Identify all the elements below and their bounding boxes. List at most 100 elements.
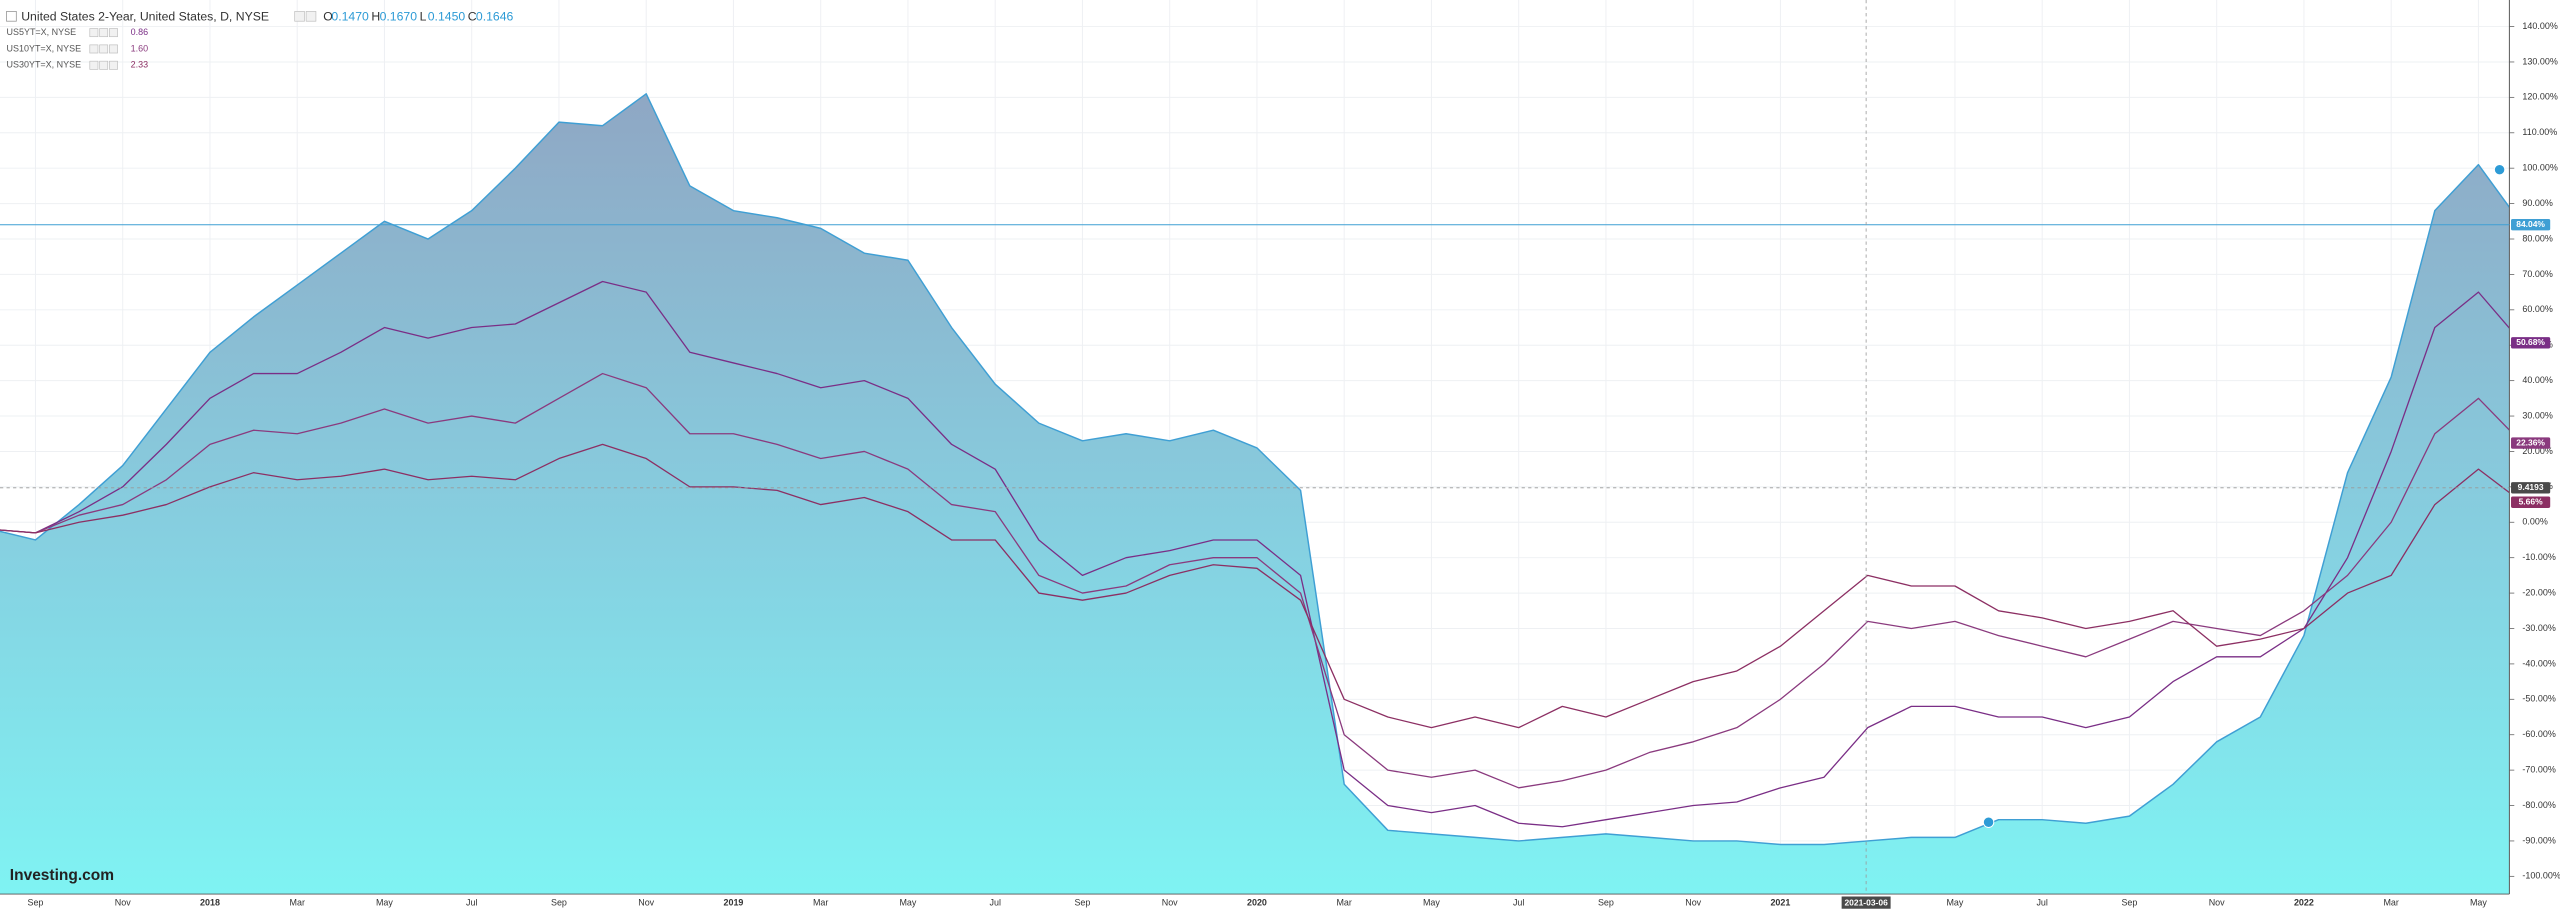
plot-area bbox=[0, 93, 2510, 895]
ohlc-key: H bbox=[371, 9, 380, 23]
y-tick-label: -100.00% bbox=[2522, 871, 2560, 881]
header-icon bbox=[305, 11, 317, 22]
legend-icon bbox=[109, 28, 118, 38]
event-marker bbox=[1982, 816, 1995, 828]
series-line bbox=[0, 280, 2510, 828]
last-value-badge bbox=[2511, 496, 2551, 508]
y-tick-label: 80.00% bbox=[2522, 233, 2552, 243]
y-tick-label: 140.00% bbox=[2522, 21, 2557, 31]
axes: 140.00% 130.00% 120.00% 110.00% 100.00% 90.00… bbox=[27, 21, 2560, 907]
legend-value: 2.33 bbox=[131, 60, 148, 70]
x-tick-label: 2019 bbox=[723, 897, 743, 907]
x-tick-label: Nov bbox=[115, 897, 131, 907]
legend-label: US5YT=X, NYSE bbox=[7, 27, 77, 37]
series-line bbox=[0, 443, 2510, 729]
y-tick-label: 130.00% bbox=[2522, 56, 2557, 66]
main-title: United States 2-Year, United States, D, … bbox=[21, 9, 269, 23]
x-tick-label: Nov bbox=[2209, 897, 2225, 907]
last-value-badge bbox=[2511, 337, 2551, 349]
x-tick-label: Mar bbox=[1336, 897, 1351, 907]
y-tick-label: 40.00% bbox=[2522, 375, 2552, 385]
last-value-label: 84.04% bbox=[2516, 219, 2545, 229]
x-tick-label: Sep bbox=[27, 897, 43, 907]
y-tick-label: 100.00% bbox=[2522, 163, 2557, 173]
legend-icon bbox=[89, 60, 99, 70]
x-tick-label: Nov bbox=[1685, 897, 1701, 907]
legend-label: US30YT=X, NYSE bbox=[7, 60, 82, 70]
series-line bbox=[0, 93, 2510, 846]
area bbox=[0, 93, 2510, 895]
collapse-icon[interactable] bbox=[6, 11, 17, 22]
legend-icon bbox=[99, 60, 109, 70]
crosshair-date: 2021-03-06 bbox=[1844, 897, 1888, 907]
y-tick-label: -10.00% bbox=[2522, 552, 2555, 562]
last-value-label: 5.66% bbox=[2519, 496, 2543, 506]
ohlc-key: O bbox=[323, 9, 333, 23]
x-tick-label: 2022 bbox=[2294, 897, 2314, 907]
y-tick-label: 20.00% bbox=[2522, 446, 2552, 456]
y-tick-label: -30.00% bbox=[2522, 623, 2555, 633]
legend-icon bbox=[109, 60, 118, 70]
x-tick-label: 2021 bbox=[1770, 897, 1790, 907]
y-tick-label: -90.00% bbox=[2522, 835, 2555, 845]
header-icon bbox=[294, 11, 305, 22]
x-tick-label: Sep bbox=[551, 897, 567, 907]
ohlc-value: 0.1470 bbox=[331, 9, 369, 23]
x-tick-label: 2018 bbox=[200, 897, 220, 907]
x-tick-label: Nov bbox=[1162, 897, 1178, 907]
y-tick-label: 30.00% bbox=[2522, 410, 2552, 420]
last-value-badge bbox=[2511, 218, 2551, 231]
legend-icon bbox=[89, 28, 99, 38]
y-tick-label: -60.00% bbox=[2522, 729, 2555, 739]
legend-icon bbox=[99, 28, 109, 38]
last-value-label: 22.36% bbox=[2516, 437, 2545, 447]
x-tick-label: Mar bbox=[289, 897, 304, 907]
legend-icon bbox=[99, 44, 109, 54]
legend-value: 1.60 bbox=[131, 43, 148, 53]
x-tick-label: May bbox=[1423, 897, 1440, 907]
y-tick-label: 60.00% bbox=[2522, 304, 2552, 314]
y-tick-label: 90.00% bbox=[2522, 198, 2552, 208]
x-tick-label: May bbox=[899, 897, 916, 907]
x-tick-label: 2020 bbox=[1247, 897, 1267, 907]
legend-label: US10YT=X, NYSE bbox=[7, 43, 82, 53]
x-tick-label: Mar bbox=[2383, 897, 2398, 907]
series-line bbox=[0, 372, 2510, 789]
x-tick-label: Sep bbox=[2121, 897, 2137, 907]
logo: Investing.com bbox=[10, 867, 114, 884]
legend: United States 2-Year, United States, D, … bbox=[6, 9, 514, 70]
ohlc-key: C bbox=[468, 9, 477, 23]
y-tick-label: 0.00% bbox=[2522, 517, 2547, 527]
last-value-label: 50.68% bbox=[2516, 337, 2545, 347]
y-tick-label: -70.00% bbox=[2522, 765, 2555, 775]
legend-icon bbox=[109, 44, 118, 54]
x-tick-label: Mar bbox=[813, 897, 828, 907]
y-tick-label: -50.00% bbox=[2522, 694, 2555, 704]
ohlc-key: L bbox=[420, 9, 427, 23]
legend-value: 0.86 bbox=[131, 27, 148, 37]
x-tick-label: Sep bbox=[1074, 897, 1090, 907]
crosshair-price-badge bbox=[2511, 482, 2551, 494]
x-tick-label: May bbox=[1946, 897, 1963, 907]
x-tick-label: Nov bbox=[638, 897, 654, 907]
x-tick-label: Jul bbox=[1513, 897, 1524, 907]
ohlc-value: 0.1450 bbox=[428, 9, 466, 23]
ohlc-value: 0.1646 bbox=[476, 9, 514, 23]
crosshair-date-badge bbox=[1841, 896, 1891, 909]
y-tick-label: 70.00% bbox=[2522, 269, 2552, 279]
y-tick-label: -80.00% bbox=[2522, 800, 2555, 810]
y-tick-label: -40.00% bbox=[2522, 658, 2555, 668]
x-tick-label: Jul bbox=[989, 897, 1000, 907]
legend-icon bbox=[89, 44, 99, 54]
crosshair-price: 9.4193 bbox=[2518, 482, 2544, 492]
last-value-badge bbox=[2511, 437, 2551, 449]
y-tick-label: 110.00% bbox=[2522, 127, 2557, 137]
y-tick-label: 120.00% bbox=[2522, 92, 2557, 102]
x-tick-label: Jul bbox=[2036, 897, 2047, 907]
y-tick-label: -20.00% bbox=[2522, 587, 2555, 597]
event-marker bbox=[2493, 163, 2506, 176]
x-tick-label: May bbox=[376, 897, 393, 907]
x-tick-label: May bbox=[2470, 897, 2487, 907]
ohlc-value: 0.1670 bbox=[380, 9, 418, 23]
